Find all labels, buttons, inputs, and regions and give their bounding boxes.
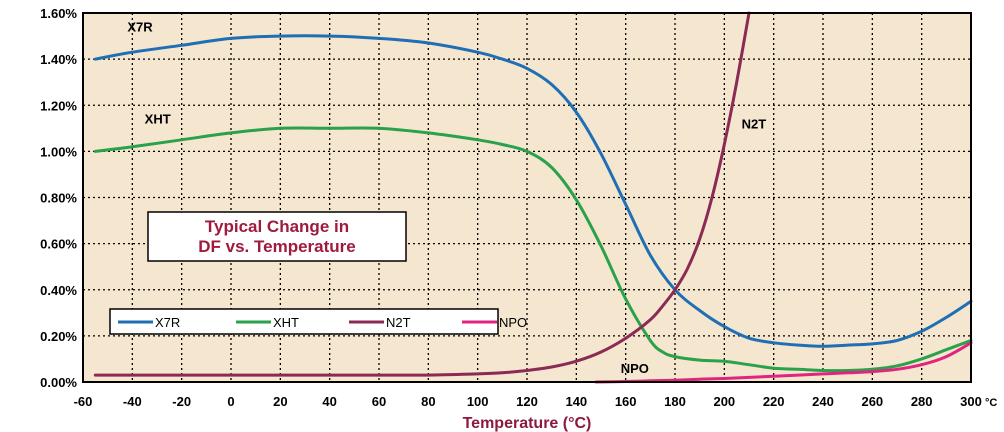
y-tick-label: 0.00%	[40, 375, 77, 390]
series-annotations: X7R XHT N2T NPO	[127, 19, 766, 375]
legend-label-npo: NPO	[499, 315, 527, 330]
series-line-npo	[594, 341, 973, 384]
x-tick-label: 300	[960, 394, 982, 409]
chart-title-box: Typical Change in DF vs. Temperature	[147, 211, 407, 262]
x-tick-label: 140	[565, 394, 587, 409]
x-tick-label: -60	[74, 394, 93, 409]
x-tick-label: -20	[172, 394, 191, 409]
legend-label-xht: XHT	[273, 315, 299, 330]
data-series	[93, 11, 973, 384]
y-tick-label: 1.00%	[40, 144, 77, 159]
x-axis-label: Temperature (°C)	[463, 415, 592, 432]
x-tick-label: 40	[322, 394, 336, 409]
y-tick-label: 0.20%	[40, 329, 77, 344]
y-axis-tick-labels: 0.00% 0.20% 0.40% 0.60% 0.80% 1.00% 1.20% 1.40%…	[40, 6, 77, 390]
x-axis-tick-labels: -60 -40 -20 0 20 40 60 80 100 120 140 160 180 200 220 2…	[74, 394, 982, 409]
annotation-npo: NPO	[621, 361, 649, 376]
legend: X7R XHT N2T NPO	[109, 308, 527, 335]
chart-title-line-2: DF vs. Temperature	[198, 237, 355, 256]
annotation-x7r: X7R	[127, 19, 153, 34]
x-tick-label: 200	[713, 394, 735, 409]
legend-label-n2t: N2T	[386, 315, 411, 330]
x-tick-label: 160	[615, 394, 637, 409]
legend-label-x7r: X7R	[155, 315, 180, 330]
x-tick-label: 260	[861, 394, 883, 409]
x-tick-label: 20	[273, 394, 287, 409]
annotation-n2t: N2T	[742, 116, 767, 131]
x-tick-label: 100	[467, 394, 489, 409]
x-tick-label: 220	[763, 394, 785, 409]
series-line-x7r	[93, 34, 973, 348]
x-tick-label: 60	[372, 394, 386, 409]
x-tick-label: 80	[421, 394, 435, 409]
y-tick-label: 1.40%	[40, 52, 77, 67]
x-tick-label: 240	[812, 394, 834, 409]
x-tick-label: 0	[227, 394, 234, 409]
series-line-xht	[93, 126, 973, 373]
x-tick-label: 120	[516, 394, 538, 409]
series-line-n2t	[93, 11, 751, 377]
x-tick-label: 280	[911, 394, 933, 409]
y-tick-label: 0.60%	[40, 237, 77, 252]
x-tick-label: 180	[664, 394, 686, 409]
plot-border	[82, 12, 972, 383]
y-tick-label: 0.40%	[40, 283, 77, 298]
annotation-xht: XHT	[145, 112, 171, 127]
y-tick-label: 1.20%	[40, 98, 77, 113]
y-tick-label: 1.60%	[40, 6, 77, 21]
chart-title-line-1: Typical Change in	[205, 217, 349, 236]
y-tick-label: 0.80%	[40, 191, 77, 206]
x-tick-label: -40	[123, 394, 142, 409]
gridlines	[83, 13, 971, 382]
x-unit-suffix: °C	[985, 397, 997, 409]
